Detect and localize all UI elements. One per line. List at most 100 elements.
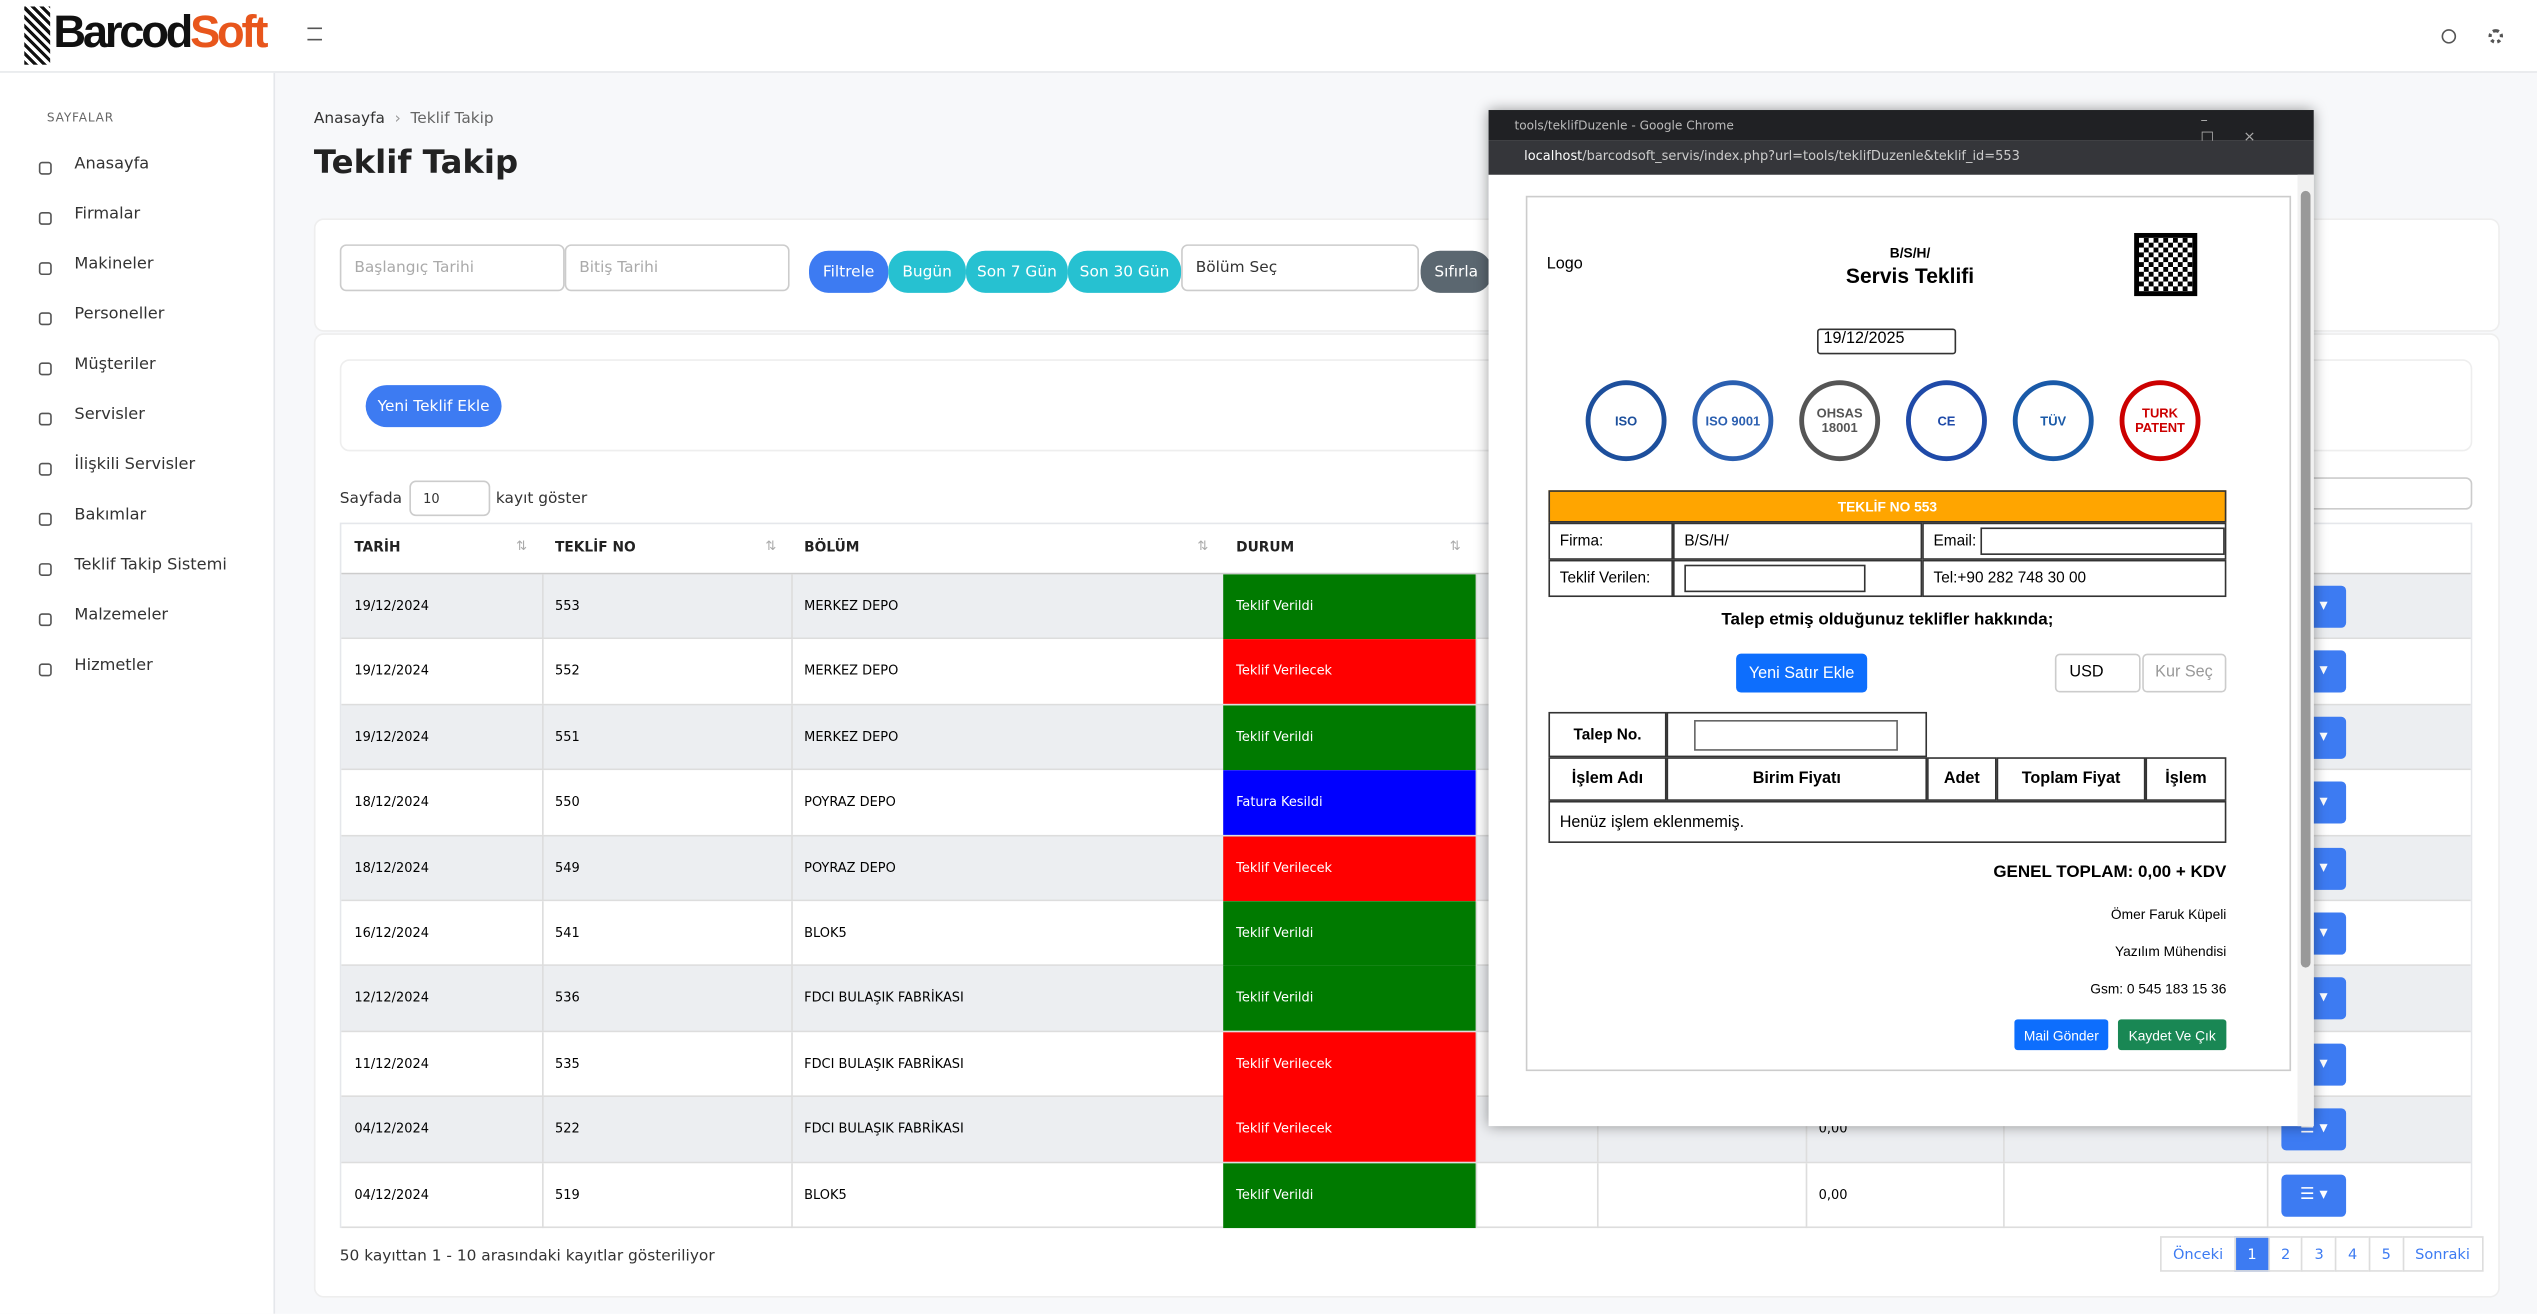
status-cell — [1223, 1162, 1476, 1228]
email-input[interactable] — [1981, 527, 2225, 555]
nav-item[interactable]: Firmalar — [74, 205, 141, 224]
window-title: tools/teklifDuzenle - Google Chrome — [1488, 110, 2314, 141]
start-date[interactable]: Başlangıç Tarihi — [339, 244, 565, 292]
page-link[interactable]: Önceki — [2160, 1236, 2237, 1272]
nav-item[interactable]: Anasayfa — [74, 155, 150, 174]
page-link[interactable]: 4 — [2335, 1236, 2371, 1272]
status-cell — [1223, 574, 1476, 640]
cell-divider — [542, 835, 544, 901]
cell-section: FDCI BULAŞIK FABRİKASI — [804, 990, 964, 1006]
status-cell — [1223, 966, 1476, 1032]
save-button[interactable]: Kaydet Ve Çık — [2117, 1019, 2227, 1051]
cell-divider — [1475, 1031, 1478, 1097]
cert-logo: TÜV — [2012, 380, 2094, 462]
total: GENEL TOPLAM: 0,00 + KDV — [1993, 862, 2227, 882]
length-prefix: Sayfada — [339, 489, 403, 508]
page-link[interactable]: Sonraki — [2402, 1236, 2483, 1272]
nav-item[interactable]: Müşteriler — [74, 355, 156, 374]
sort-icon[interactable]: ⇅ — [1197, 538, 1209, 554]
cell-status: Teklif Verilecek — [1236, 1056, 1333, 1071]
cell-status: Fatura Kesildi — [1236, 794, 1323, 810]
end-date[interactable]: Bitiş Tarihi — [564, 244, 790, 292]
sort-icon[interactable]: ⇅ — [516, 538, 527, 554]
reset-button[interactable]: Sıfırla — [1420, 250, 1492, 293]
logo-icon — [24, 6, 51, 65]
cell-divider — [1475, 705, 1478, 770]
add-row-button[interactable]: Yeni Satır Ekle — [1736, 653, 1868, 693]
breadcrumb-link[interactable]: Anasayfa — [313, 110, 385, 128]
talep-heading: Talep etmiş olduğunuz teklifler hakkında… — [1721, 609, 2054, 630]
popup-window: tools/teklifDuzenle - Google Chrome –□× … — [1488, 110, 2314, 1127]
cell-divider — [1475, 1097, 1478, 1163]
page-link[interactable]: 2 — [2268, 1236, 2304, 1272]
column-header[interactable]: TEKLİF NO — [554, 540, 636, 557]
mail-button[interactable]: Mail Gönder — [2014, 1019, 2109, 1051]
nav-item[interactable]: Teklif Takip Sistemi — [74, 556, 227, 575]
cell-divider — [1805, 1097, 1808, 1163]
today-button[interactable]: Bugün — [888, 250, 966, 293]
length-select[interactable]: 10 — [408, 480, 490, 517]
url-bar[interactable]: localhost/barcodsoft_servis/index.php?ur… — [1488, 140, 2314, 175]
menu-toggle[interactable] — [307, 27, 322, 41]
cell-date: 04/12/2024 — [354, 1186, 429, 1202]
nav-item[interactable]: İlişkili Servisler — [74, 456, 196, 475]
currency-select[interactable]: USD — [2054, 653, 2141, 693]
kur-input[interactable]: Kur Seç — [2142, 653, 2227, 693]
nav-item[interactable]: Malzemeler — [74, 606, 169, 625]
settings[interactable] — [2488, 29, 2504, 44]
column-header[interactable]: BÖLÜM — [804, 540, 860, 557]
last7-button[interactable]: Son 7 Gün — [965, 250, 1068, 293]
status-cell — [1223, 770, 1476, 836]
sort-icon[interactable]: ⇅ — [765, 538, 777, 554]
nav-icon — [38, 462, 52, 476]
nav-item[interactable]: Hizmetler — [74, 656, 153, 675]
qr-code — [2134, 232, 2198, 297]
teklif-cell — [1673, 559, 1923, 598]
new-offer-button[interactable]: Yeni Teklif Ekle — [365, 385, 502, 428]
sort-icon[interactable]: ⇅ — [1449, 538, 1461, 554]
document: Logo B/S/H/ Servis Teklifi 19/12/2025 IS… — [1525, 195, 2292, 1072]
teklif-input[interactable] — [1684, 564, 1866, 593]
offer-header: TEKLİF NO 553 — [1548, 490, 2227, 523]
nav-item[interactable]: Personeller — [74, 305, 165, 324]
page-title: Teklif Takip — [313, 142, 519, 182]
action-button[interactable]: ☰ ▾ — [2281, 1174, 2347, 1217]
column-header[interactable]: TARİH — [354, 540, 401, 557]
cell-divider — [791, 1097, 793, 1163]
cell-date: 19/12/2024 — [354, 729, 429, 744]
filter-button[interactable]: Filtrele — [809, 250, 889, 293]
cell-divider — [1475, 966, 1478, 1032]
cell-section: FDCI BULAŞIK FABRİKASI — [804, 1056, 964, 1071]
cell-divider — [791, 1031, 793, 1097]
section-select[interactable]: Bölüm Seç — [1181, 244, 1419, 292]
nav-item[interactable]: Servisler — [74, 406, 145, 424]
cert-logo: OHSAS 18001 — [1799, 380, 1881, 462]
scrollbar[interactable] — [2297, 174, 2314, 1127]
page-link[interactable]: 5 — [2368, 1236, 2404, 1272]
nav-item[interactable]: Makineler — [74, 255, 154, 274]
item-column: Birim Fiyatı — [1666, 757, 1928, 801]
toolbar — [339, 359, 2473, 452]
nav-icon — [38, 412, 52, 426]
cell-section: MERKEZ DEPO — [804, 729, 899, 744]
cell-status: Teklif Verilecek — [1236, 860, 1333, 875]
cell-date: 18/12/2024 — [354, 860, 429, 875]
nav-icon — [38, 563, 52, 577]
table-info: 50 kayıttan 1 - 10 arasındaki kayıtlar g… — [339, 1247, 715, 1266]
status-cell — [1223, 639, 1476, 705]
brand[interactable]: BarcodSoft — [53, 6, 268, 58]
cell-divider — [1475, 639, 1478, 705]
search-input[interactable] — [2305, 477, 2473, 510]
last30-button[interactable]: Son 30 Gün — [1067, 250, 1182, 293]
column-header[interactable]: DURUM — [1236, 540, 1295, 557]
nav-item[interactable]: Bakımlar — [74, 506, 147, 525]
page-link[interactable]: 1 — [2234, 1236, 2270, 1272]
theme-toggle[interactable] — [2441, 29, 2457, 44]
cell-divider — [2003, 1097, 2005, 1163]
status-cell — [1223, 705, 1476, 770]
page-link[interactable]: 3 — [2301, 1236, 2337, 1272]
cell-date: 12/12/2024 — [354, 990, 429, 1006]
talep-no-input[interactable] — [1694, 719, 1898, 750]
date-input[interactable]: 19/12/2025 — [1817, 328, 1957, 355]
